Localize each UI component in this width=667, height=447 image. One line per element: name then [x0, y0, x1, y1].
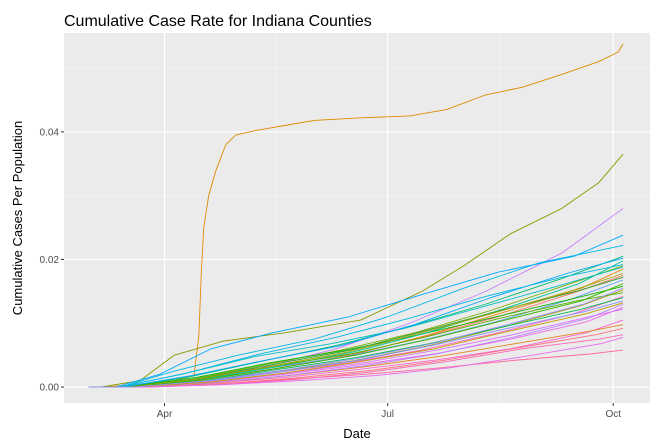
y-axis-ticks: 0.00 0.02 0.04	[40, 127, 64, 394]
chart-title: Cumulative Case Rate for Indiana Countie…	[64, 13, 372, 30]
x-tick-label: Oct	[605, 409, 621, 420]
series-line-32	[88, 336, 624, 388]
series-layer	[88, 43, 624, 388]
series-line-31	[88, 273, 624, 388]
y-tick-label: 0.02	[40, 255, 60, 266]
x-axis-ticks: Apr Jul Oct	[157, 403, 621, 420]
y-axis-label: Cumulative Cases Per Population	[10, 121, 25, 315]
y-tick-label: 0.00	[40, 383, 60, 394]
series-line-28	[88, 264, 624, 388]
series-line-33	[88, 283, 624, 388]
series-line-5	[88, 244, 624, 388]
series-line-23	[88, 303, 624, 388]
minor-gridlines	[64, 33, 650, 403]
y-tick-label: 0.04	[40, 127, 60, 138]
series-line-22	[88, 257, 624, 388]
series-line-2	[88, 153, 624, 388]
x-axis-label: Date	[343, 426, 370, 441]
series-line-34	[88, 287, 624, 388]
series-line-14	[88, 285, 624, 388]
series-line-29	[88, 302, 624, 388]
x-tick-label: Jul	[381, 409, 394, 420]
x-tick-label: Apr	[157, 409, 173, 420]
